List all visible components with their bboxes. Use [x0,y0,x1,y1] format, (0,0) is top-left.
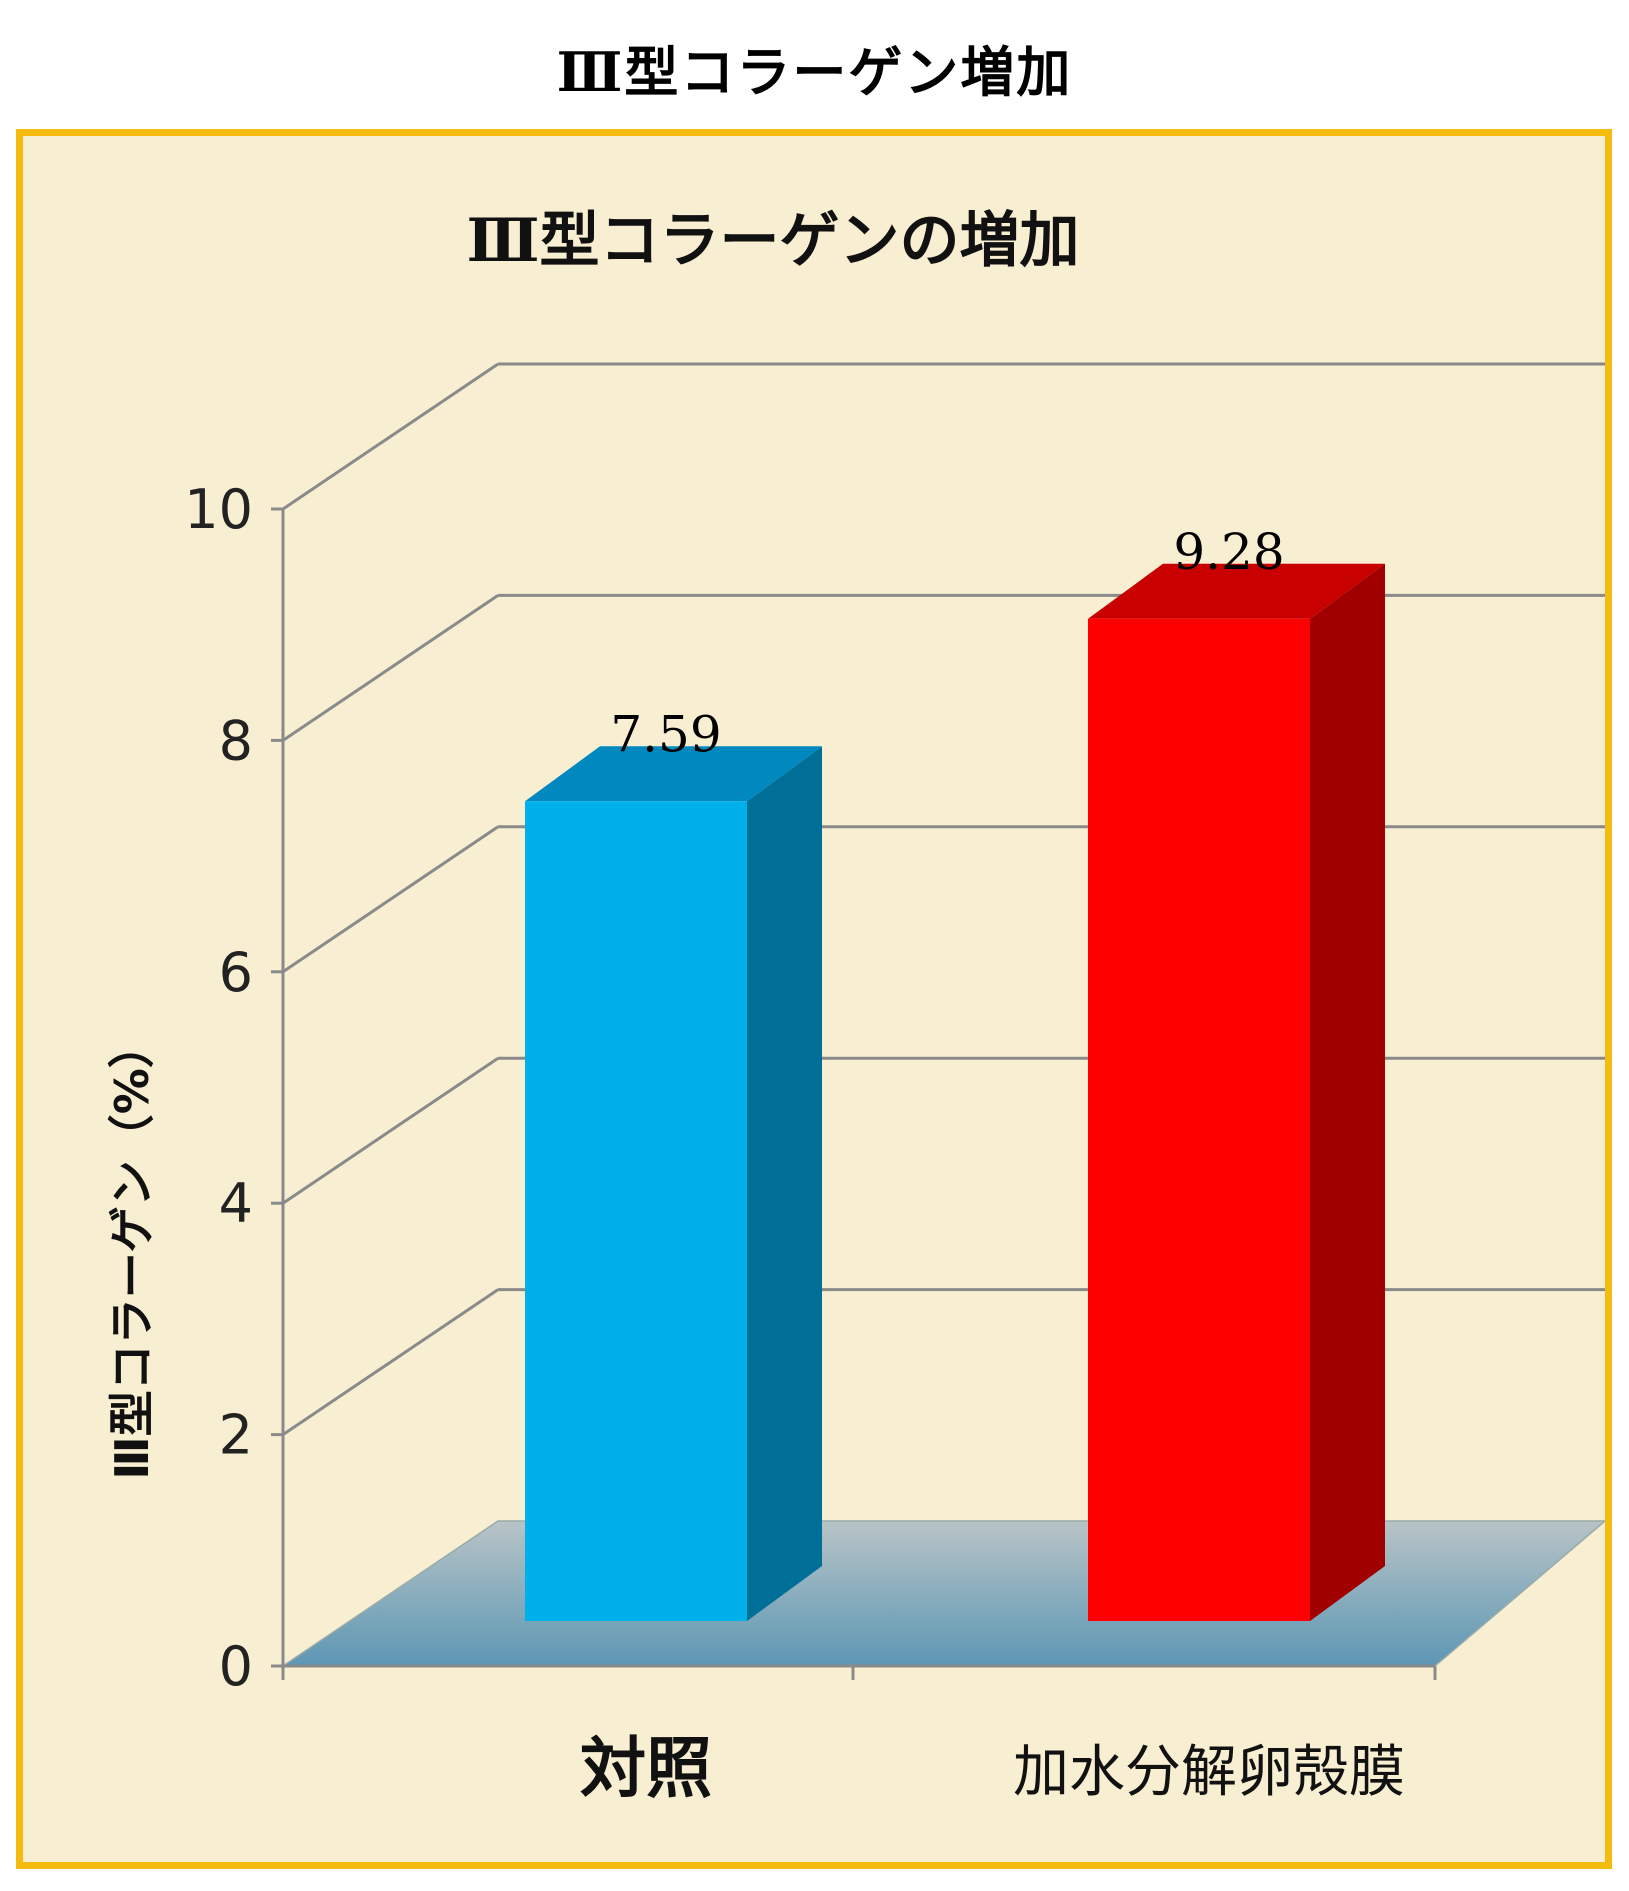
floor-plane [280,1520,1605,1667]
axes [271,507,1437,1680]
chart-floor [280,1520,1605,1667]
page-heading: Ⅲ型コラーゲン増加 [556,40,1073,104]
gridline-diagonal [282,594,499,742]
chart-title: Ⅲ型コラーゲンの増加 [466,206,1079,276]
bar-chart: Ⅲ型コラーゲンの増加 0 2 4 6 8 10 7.59 対照 9.28 加水分解卵殻膜 Ⅲ型コラ… [105,206,1605,1807]
chart-frame: Ⅲ型コラーゲンの増加 0 2 4 6 8 10 7.59 対照 9.28 加水分解卵殻膜 Ⅲ型コラ… [16,129,1612,1869]
bar-front [525,801,747,1621]
data-label: 7.59 [610,705,721,763]
gridline-diagonal [282,1288,499,1436]
y-tick-label: 10 [184,478,253,541]
category-label: 加水分解卵殻膜 [1013,1740,1405,1805]
gridlines [282,362,1605,1436]
bar-top [1088,563,1385,619]
y-tick-label: 0 [219,1635,253,1698]
y-tick-label: 2 [219,1404,253,1467]
bar-side [1310,563,1385,1621]
bar-top [525,746,822,802]
y-tick-label: 8 [219,709,253,772]
bars [525,563,1385,1621]
y-tick-label: 6 [219,941,253,1004]
category-label: 対照 [580,1730,712,1807]
y-tick-label: 4 [219,1172,253,1235]
gridline-diagonal [282,362,499,511]
data-label: 9.28 [1173,523,1284,581]
y-axis-title: Ⅲ型コラーゲン（%） [105,1022,159,1480]
gridline-diagonal [282,825,499,974]
labels: 0 2 4 6 8 10 7.59 対照 9.28 加水分解卵殻膜 [184,478,1405,1807]
gridline-diagonal [282,1056,499,1205]
bar-front [1088,618,1310,1621]
bar-side [747,746,822,1621]
